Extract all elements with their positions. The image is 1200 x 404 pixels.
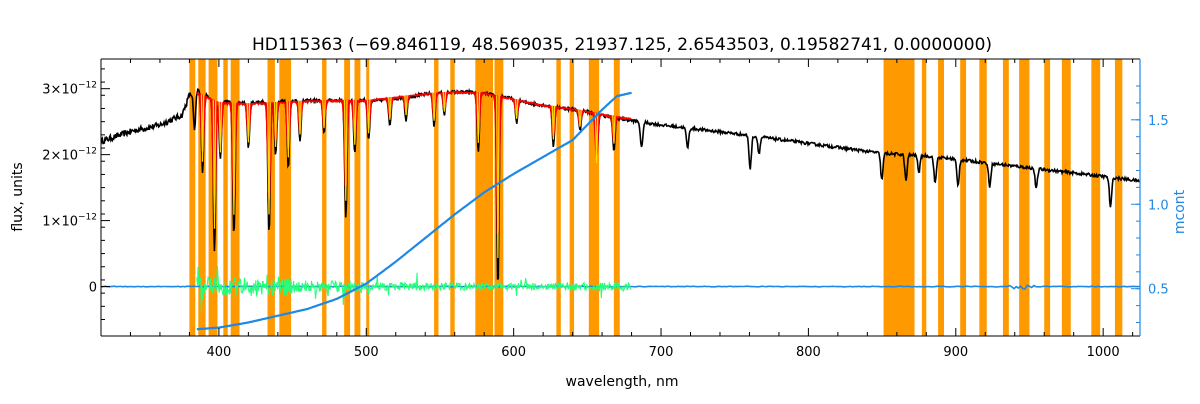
masked-region [322,59,327,336]
y2-axis-label: mcont [1172,189,1188,234]
series-layer [101,87,1140,331]
y-tick-label-exponent: −12 [78,147,97,157]
masked-region [223,59,228,336]
x-tick-label: 600 [501,345,526,360]
masked-region [1044,59,1051,336]
masked-region [588,59,600,336]
masked-region [198,59,206,336]
y2-tick-label: 0.5 [1148,283,1169,298]
x-axis-label: wavelength, nm [566,374,679,390]
y-tick-label-mantissa: 3×10 [42,83,78,98]
masked-region [354,59,361,336]
y2-tick-label: 1.0 [1148,198,1169,213]
y-tick-label-exponent: −12 [78,213,97,223]
chart-title: HD115363 (−69.846119, 48.569035, 21937.1… [252,35,992,55]
x-tick-label: 400 [206,345,231,360]
masked-region [450,59,455,336]
series-model-line-cores [200,91,616,259]
masked-region [279,59,292,336]
masked-region [569,59,575,336]
masked-region [613,59,620,336]
masked-region [883,59,915,336]
masked-region [960,59,967,336]
masked-region [1114,59,1123,336]
series-continuum-line [196,91,632,331]
masked-region [1019,59,1030,336]
masked-region [921,59,927,336]
series-model-line [196,89,632,235]
y-tick-label-mantissa: 1×10 [42,215,78,230]
x-tick-label: 700 [649,345,674,360]
x-tick-label: 1000 [1087,345,1120,360]
y-tick-label: 1×10−12 [42,213,97,230]
y-tick-label-exponent: −12 [78,81,97,91]
masked-regions-layer [189,59,1123,336]
y2-tick-label: 1.5 [1148,114,1169,129]
x-tick-label: 800 [796,345,821,360]
masked-region [979,59,987,336]
y-tick-label: 2×10−12 [42,147,97,164]
y-tick-label-mantissa: 2×10 [42,149,78,164]
masked-region [938,59,944,336]
y-axis-label: flux, units [10,162,26,231]
x-tick-label: 900 [943,345,968,360]
masked-region [434,59,439,336]
x-tick-label: 500 [354,345,379,360]
masked-region [267,59,275,336]
series-model-fill [196,91,632,232]
masked-region [556,59,561,336]
masked-region [189,59,196,336]
masked-region [1091,59,1101,336]
axes-layer: 400 500 600 700 800 900 100001×10−122×10−123×1… [42,58,1169,360]
y-tick-label: 3×10−12 [42,81,97,98]
masked-region [366,59,370,336]
series-residuals-line [196,265,632,312]
masked-region [1061,59,1071,336]
y-tick-label: 0 [89,281,97,296]
masked-region [1002,59,1009,336]
